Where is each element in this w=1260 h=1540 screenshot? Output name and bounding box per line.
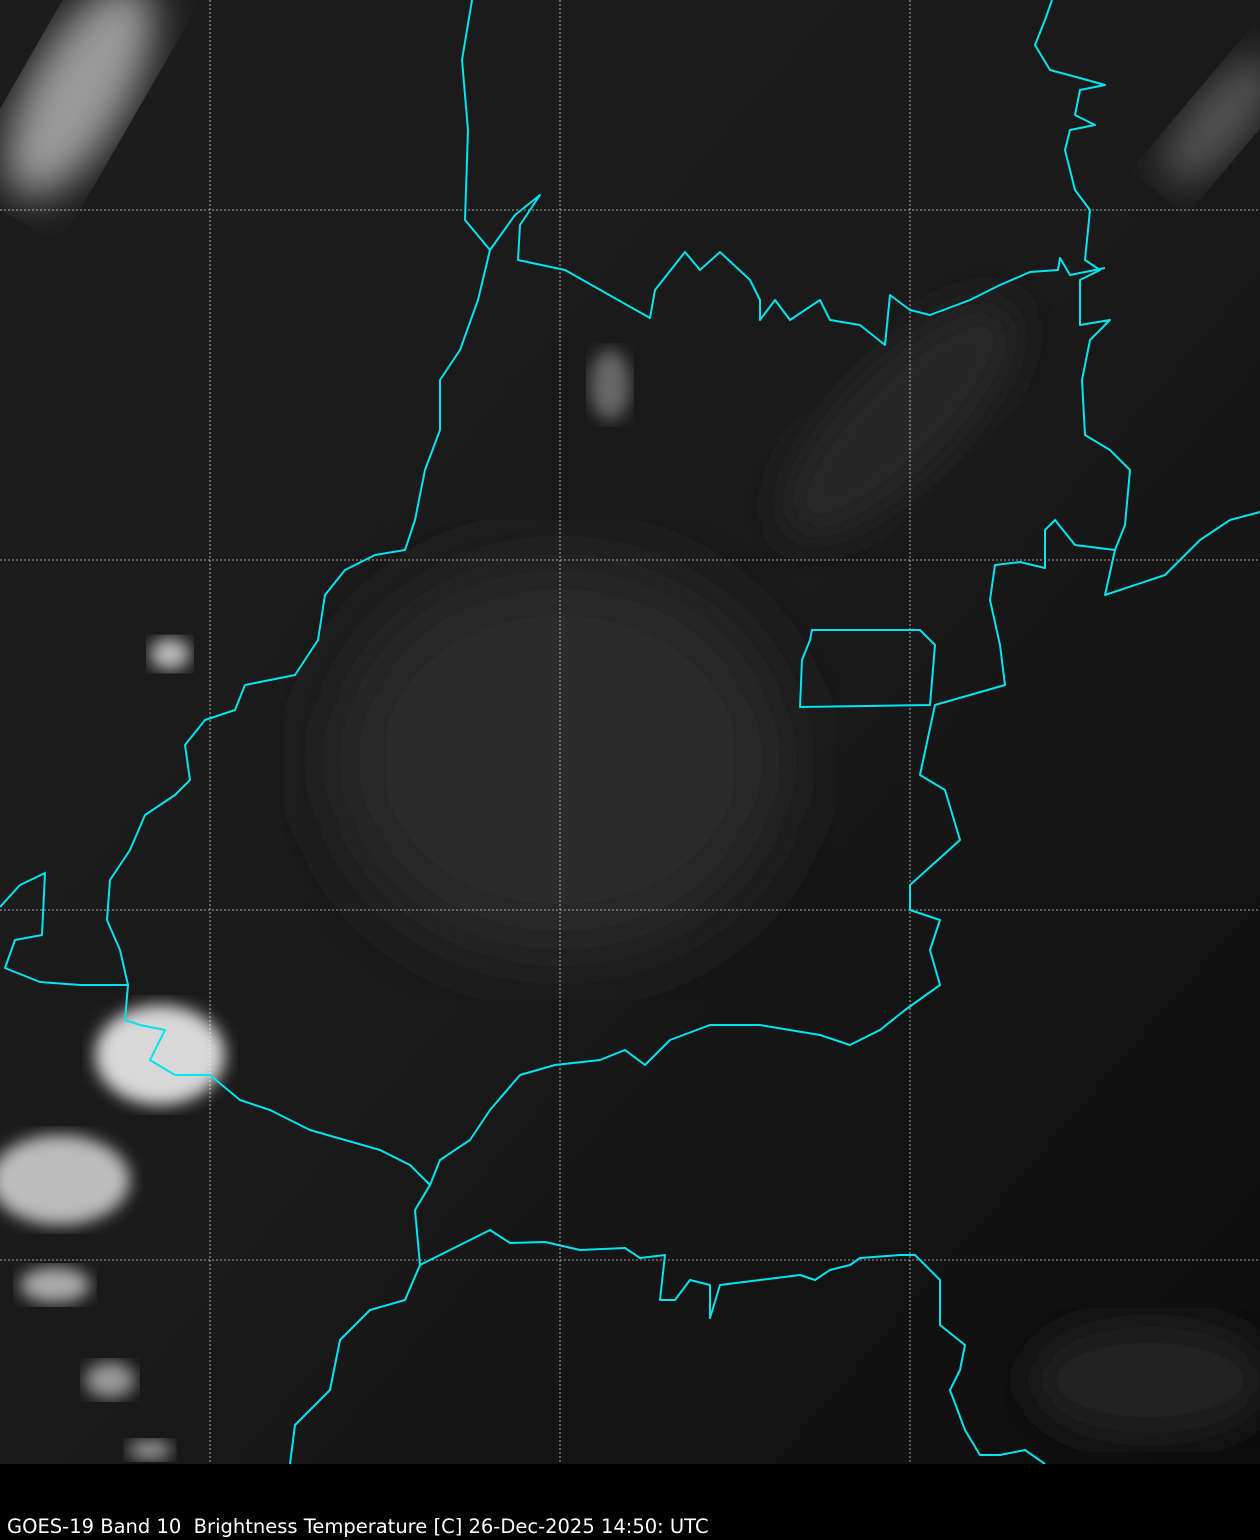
image-caption: GOES-19 Band 10 Brightness Temperature […: [7, 1515, 709, 1538]
state-borders: [0, 0, 1260, 1464]
satellite-map: [0, 0, 1260, 1464]
federal-district-border: [799, 629, 936, 708]
lat-lon-gridlines: [0, 0, 1260, 1464]
